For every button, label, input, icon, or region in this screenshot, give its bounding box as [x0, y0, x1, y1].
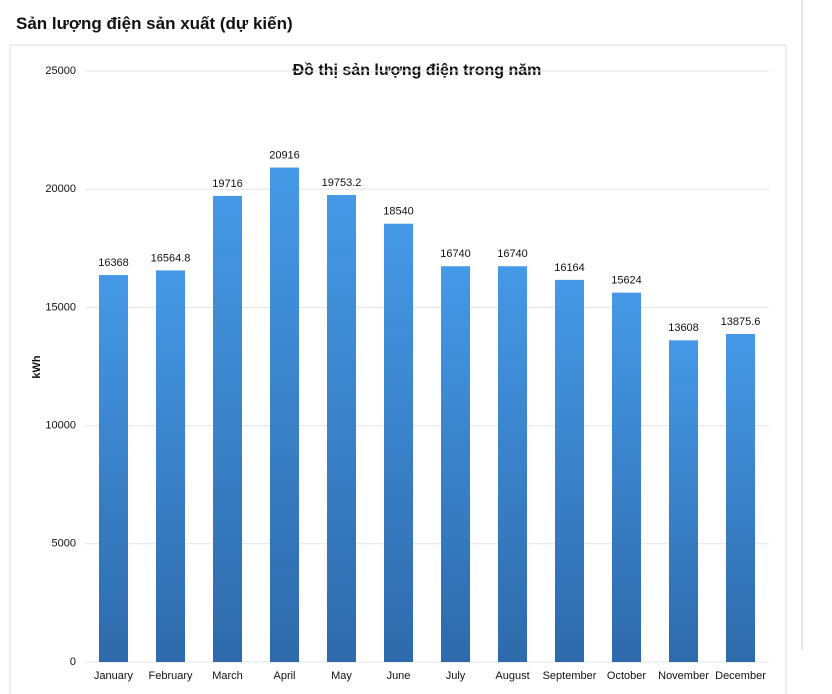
y-tick-label: 10000: [45, 420, 76, 432]
bar: [726, 333, 755, 662]
x-tick-label: February: [148, 670, 193, 682]
x-tick-label: November: [658, 670, 709, 682]
value-label: 13608: [668, 322, 699, 334]
value-label: 13875.6: [721, 316, 761, 328]
value-label: 16740: [440, 248, 471, 260]
x-tick-label: August: [495, 670, 529, 682]
bar: [669, 340, 698, 662]
bar: [270, 167, 299, 662]
value-label: 20916: [269, 149, 300, 161]
x-tick-label: December: [715, 670, 766, 682]
bar: [213, 195, 242, 662]
value-label: 16564.8: [151, 252, 191, 264]
value-label: 16740: [497, 248, 528, 260]
value-label: 16368: [98, 257, 129, 269]
bar: [498, 266, 527, 662]
x-tick-label: April: [273, 670, 295, 682]
x-tick-label: March: [212, 670, 243, 682]
y-tick-label: 25000: [45, 65, 76, 77]
x-tick-label: July: [446, 670, 466, 682]
page-title: Sản lượng điện sản xuất (dự kiến): [16, 14, 293, 33]
x-tick-label: September: [543, 670, 597, 682]
y-tick-label: 15000: [45, 301, 76, 313]
x-tick-label: May: [331, 670, 352, 682]
bar: [327, 195, 356, 662]
bar: [156, 270, 185, 662]
bar: [99, 275, 128, 662]
x-tick-label: June: [387, 670, 411, 682]
value-label: 19753.2: [322, 177, 362, 189]
y-tick-label: 0: [70, 656, 76, 668]
bar: [384, 223, 413, 662]
bar: [612, 292, 641, 662]
value-label: 19716: [212, 178, 243, 190]
value-label: 16164: [554, 262, 585, 274]
y-tick-label: 20000: [45, 183, 76, 195]
value-label: 18540: [383, 206, 414, 218]
y-tick-label: 5000: [52, 538, 76, 550]
value-label: 15624: [611, 275, 642, 287]
bar: [555, 279, 584, 662]
y-axis-label: kWh: [31, 355, 43, 379]
x-tick-label: January: [94, 670, 134, 682]
bar: [441, 266, 470, 662]
x-tick-label: October: [607, 670, 646, 682]
